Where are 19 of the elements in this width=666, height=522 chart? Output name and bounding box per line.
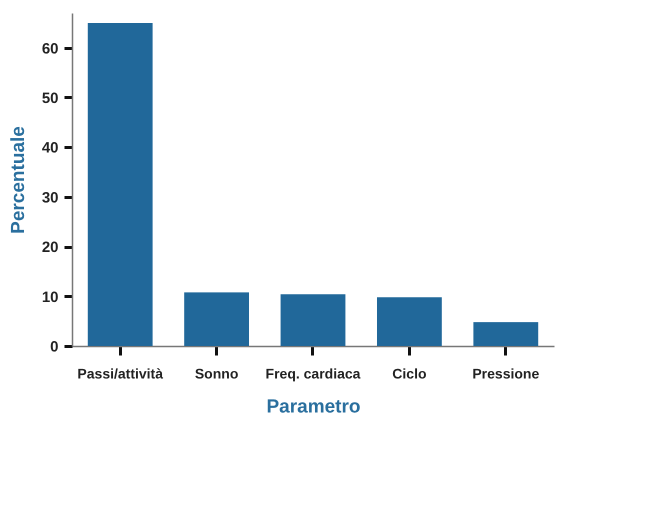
bar	[88, 22, 153, 346]
x-tick-label: Pressione	[472, 366, 540, 382]
bar	[376, 297, 442, 346]
x-tick-label: Ciclo	[392, 366, 427, 382]
y-tick-label: 10	[42, 288, 58, 306]
y-tick-label: 20	[42, 239, 58, 256]
x-tick-label: Freq. cardiaca	[266, 366, 361, 382]
y-tick-label: 40	[42, 140, 58, 157]
x-tick-label: Sonno	[194, 366, 238, 382]
y-tick-label: 30	[42, 189, 58, 206]
x-tick-label: Passi/attività	[77, 366, 164, 382]
y-tick-label: 60	[42, 40, 58, 58]
bar	[473, 322, 538, 346]
y-tick-label: 0	[50, 338, 58, 356]
x-axis-title: Parametro	[266, 396, 360, 418]
bar	[280, 294, 346, 346]
bar	[184, 292, 250, 346]
y-axis-title: Percentuale	[8, 126, 29, 234]
y-tick-label: 50	[42, 90, 58, 107]
